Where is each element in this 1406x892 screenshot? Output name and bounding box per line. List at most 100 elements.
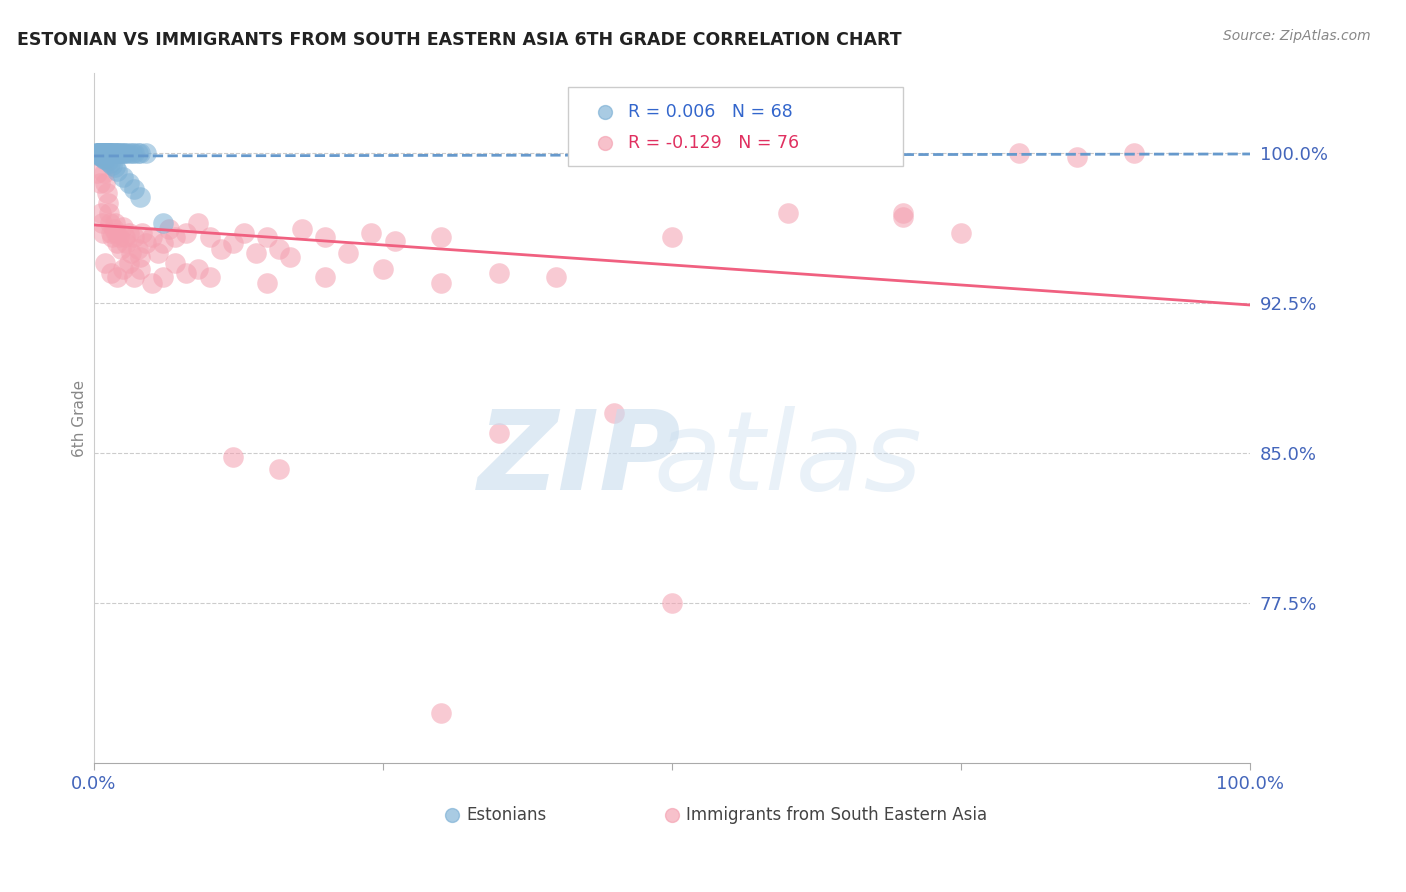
Point bbox=[124, 146, 146, 161]
Point bbox=[111, 219, 134, 234]
Point bbox=[360, 226, 382, 240]
Point bbox=[163, 230, 186, 244]
Point bbox=[86, 146, 108, 161]
Point bbox=[129, 146, 152, 161]
Point bbox=[117, 176, 139, 190]
Point bbox=[89, 146, 111, 161]
Point bbox=[104, 216, 127, 230]
Point bbox=[91, 146, 114, 161]
Point bbox=[141, 276, 163, 290]
Text: Source: ZipAtlas.com: Source: ZipAtlas.com bbox=[1223, 29, 1371, 43]
Point bbox=[97, 146, 120, 161]
Point bbox=[776, 206, 799, 220]
Point bbox=[91, 146, 114, 161]
Point bbox=[546, 270, 568, 285]
Point bbox=[111, 146, 134, 161]
Point bbox=[124, 182, 146, 196]
Point bbox=[115, 235, 138, 250]
Point bbox=[256, 276, 278, 290]
Point bbox=[91, 150, 114, 164]
Point bbox=[91, 226, 114, 240]
Text: ZIP: ZIP bbox=[478, 406, 682, 513]
FancyBboxPatch shape bbox=[568, 87, 903, 166]
Point bbox=[100, 226, 122, 240]
Point bbox=[256, 230, 278, 244]
Point bbox=[280, 250, 302, 264]
Point bbox=[96, 146, 118, 161]
Point bbox=[97, 146, 120, 161]
Point bbox=[111, 262, 134, 277]
Point bbox=[89, 148, 111, 162]
Point bbox=[103, 222, 125, 236]
Point bbox=[91, 146, 114, 161]
Point bbox=[101, 158, 124, 172]
Text: R = 0.006   N = 68: R = 0.006 N = 68 bbox=[628, 103, 793, 121]
Point bbox=[112, 146, 135, 161]
Y-axis label: 6th Grade: 6th Grade bbox=[72, 379, 87, 457]
Point bbox=[84, 146, 107, 161]
Point bbox=[90, 146, 112, 161]
Point bbox=[891, 210, 914, 224]
Point bbox=[97, 146, 120, 161]
Point bbox=[87, 146, 110, 161]
Point bbox=[1008, 146, 1031, 161]
Point bbox=[120, 246, 142, 260]
Point bbox=[127, 146, 149, 161]
Point bbox=[97, 146, 120, 161]
Point bbox=[129, 190, 152, 204]
Point bbox=[91, 146, 114, 161]
Point bbox=[100, 266, 122, 280]
Point bbox=[661, 596, 683, 610]
Point bbox=[135, 235, 157, 250]
Point bbox=[371, 262, 394, 277]
Point bbox=[141, 230, 163, 244]
Point bbox=[108, 230, 131, 244]
Point bbox=[221, 450, 243, 464]
Point bbox=[291, 222, 314, 236]
Point bbox=[124, 230, 146, 244]
Point bbox=[488, 266, 510, 280]
Point bbox=[101, 146, 124, 161]
Point bbox=[86, 148, 108, 162]
Point bbox=[98, 146, 121, 161]
Point bbox=[97, 196, 120, 211]
Point bbox=[176, 226, 198, 240]
Text: ESTONIAN VS IMMIGRANTS FROM SOUTH EASTERN ASIA 6TH GRADE CORRELATION CHART: ESTONIAN VS IMMIGRANTS FROM SOUTH EASTER… bbox=[17, 31, 901, 49]
Point bbox=[314, 230, 336, 244]
Point bbox=[96, 146, 118, 161]
Point bbox=[103, 146, 125, 161]
Point bbox=[187, 262, 209, 277]
Point bbox=[86, 166, 108, 180]
Point bbox=[267, 242, 290, 256]
Point bbox=[94, 146, 117, 161]
Point bbox=[86, 146, 108, 161]
Point bbox=[114, 230, 136, 244]
Point bbox=[87, 146, 110, 161]
Point bbox=[89, 146, 111, 161]
Point bbox=[233, 226, 256, 240]
Point bbox=[94, 152, 117, 166]
Point bbox=[91, 216, 114, 230]
Point bbox=[91, 146, 114, 161]
Point bbox=[89, 176, 111, 190]
Point bbox=[100, 146, 122, 161]
Point bbox=[429, 276, 451, 290]
Point bbox=[104, 160, 127, 174]
Point bbox=[127, 242, 149, 256]
Point bbox=[152, 216, 174, 230]
Point bbox=[198, 270, 221, 285]
Point bbox=[90, 146, 112, 161]
Point bbox=[198, 230, 221, 244]
Point bbox=[94, 146, 117, 161]
Point bbox=[105, 270, 128, 285]
Point bbox=[117, 226, 139, 240]
Point bbox=[93, 146, 115, 161]
Point bbox=[90, 148, 112, 162]
Point bbox=[129, 262, 152, 277]
Point bbox=[97, 153, 120, 168]
Point bbox=[98, 156, 121, 170]
Point bbox=[267, 462, 290, 476]
Point bbox=[89, 146, 111, 161]
Point bbox=[97, 206, 120, 220]
Point bbox=[93, 166, 115, 180]
